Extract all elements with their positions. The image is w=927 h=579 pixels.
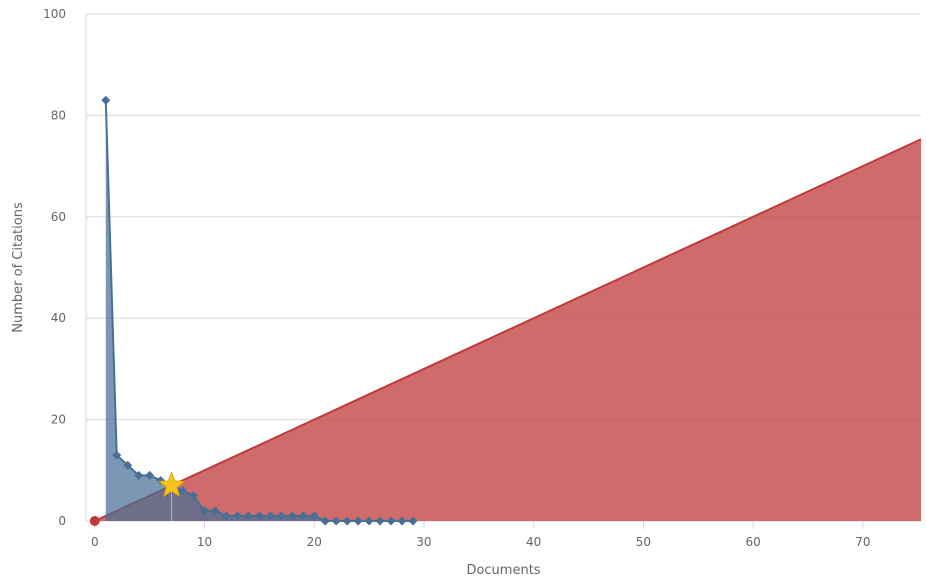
data-point-diamond [210, 506, 220, 516]
x-tick-label: 0 [91, 535, 99, 549]
data-point-diamond [342, 516, 352, 526]
y-tick-label: 40 [51, 311, 66, 325]
data-point-diamond [112, 450, 122, 460]
x-tick-label: 10 [197, 535, 212, 549]
data-point-diamond [178, 486, 188, 496]
data-point-diamond [200, 506, 210, 516]
data-point-diamond [101, 95, 111, 105]
y-tick-label: 100 [43, 7, 66, 21]
axis-ticks: 0 20 40 60 80 100 0 10 20 30 40 50 60 70 [43, 7, 870, 549]
y-tick-label: 20 [51, 413, 66, 427]
data-point-diamond [364, 516, 374, 526]
h-index-star-icon [157, 471, 186, 498]
data-point-diamond [276, 511, 286, 521]
data-point-diamond [320, 516, 330, 526]
y-axis-title: Number of Citations [11, 202, 26, 333]
data-point-diamond [189, 491, 199, 501]
x-tick-label: 50 [636, 535, 651, 549]
data-point-diamond [408, 516, 418, 526]
data-point-diamond [309, 511, 319, 521]
data-markers [89, 95, 418, 526]
data-point-diamond [221, 511, 231, 521]
x-tick-label: 20 [307, 535, 322, 549]
data-point-diamond [232, 511, 242, 521]
data-point-diamond [287, 511, 297, 521]
x-axis-title: Documents [466, 563, 540, 578]
y-tick-label: 60 [51, 210, 66, 224]
data-point-diamond [353, 516, 363, 526]
x-tick-label: 60 [745, 535, 760, 549]
y-tick-label: 80 [51, 108, 66, 122]
data-point-diamond [397, 516, 407, 526]
origin-point [89, 516, 100, 526]
data-point-diamond [331, 516, 341, 526]
data-point-diamond [243, 511, 253, 521]
data-point-diamond [386, 516, 396, 526]
data-point-diamond [254, 511, 264, 521]
x-tick-label: 70 [855, 535, 870, 549]
data-point-diamond [145, 470, 155, 480]
red-series-line [94, 138, 922, 522]
blue-area-fill [105, 100, 413, 521]
data-point-diamond [265, 511, 275, 521]
x-tick-label: 30 [416, 535, 431, 549]
data-point-diamond [375, 516, 385, 526]
y-tick-label: 0 [58, 514, 66, 528]
data-point-diamond [134, 470, 144, 480]
grid-lines [85, 13, 921, 529]
red-series-layer [94, 138, 922, 522]
data-point-diamond [298, 511, 308, 521]
data-point-diamond [123, 460, 133, 470]
x-tick-label: 40 [526, 535, 541, 549]
